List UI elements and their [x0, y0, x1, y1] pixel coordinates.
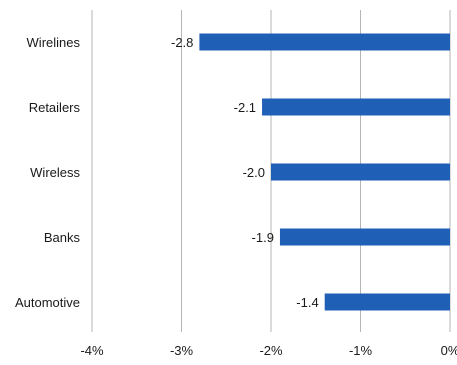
value-label: -2.8 [171, 35, 193, 50]
category-label: Banks [44, 230, 81, 245]
x-tick-label: -4% [80, 343, 104, 358]
bar-layer [199, 33, 450, 311]
category-label: Wirelines [27, 35, 81, 50]
x-tick-label: -1% [349, 343, 373, 358]
x-tick-label: -3% [170, 343, 194, 358]
bar [271, 163, 450, 181]
value-label: -2.1 [234, 100, 256, 115]
bar [262, 98, 450, 116]
x-tick-label: 0% [441, 343, 457, 358]
value-label: -2.0 [243, 165, 265, 180]
category-label: Automotive [15, 295, 80, 310]
value-label: -1.9 [252, 230, 274, 245]
value-label: -1.4 [296, 295, 318, 310]
category-label: Wireless [30, 165, 80, 180]
category-label: Retailers [29, 100, 81, 115]
bar [279, 228, 450, 246]
bar [324, 293, 450, 311]
x-tick-label: -2% [259, 343, 283, 358]
bar [199, 33, 450, 51]
label-layer: -4% -3% -2% -1% 0% Wirelines -2.8 Retailers -2.1… [15, 35, 457, 358]
